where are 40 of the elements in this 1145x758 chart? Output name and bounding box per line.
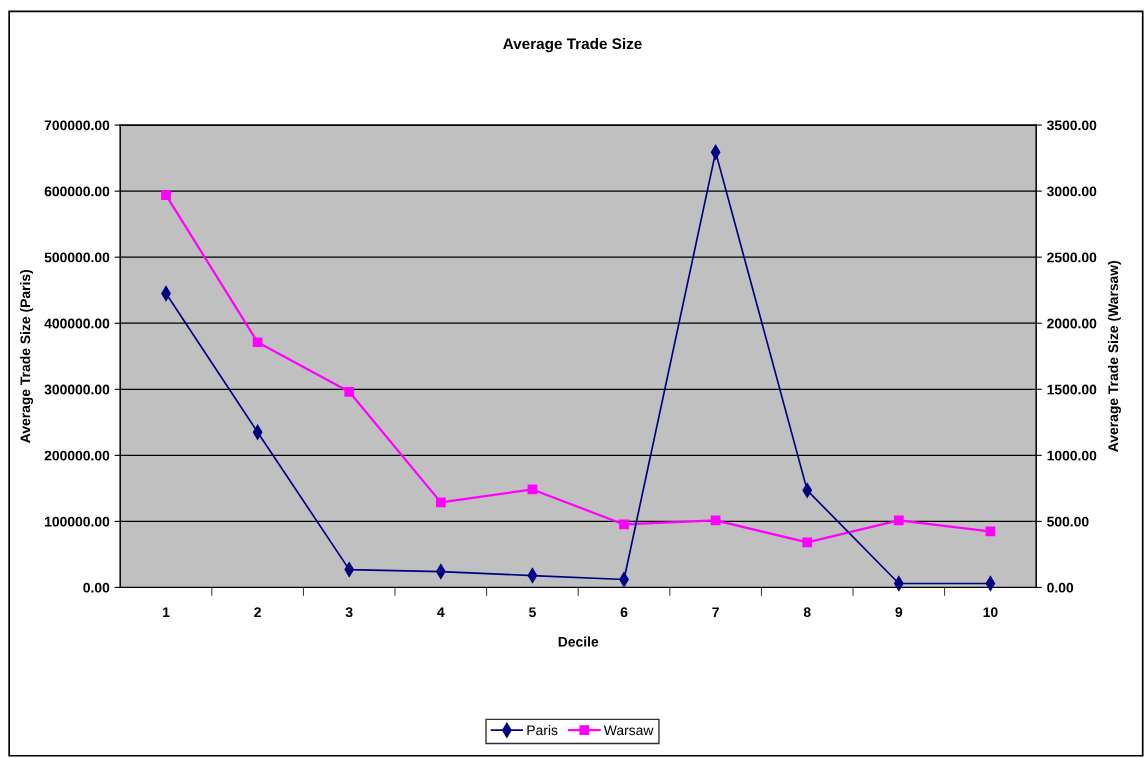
y-tick-label: 700000.00 bbox=[44, 120, 110, 131]
y-tick-label: 400000.00 bbox=[44, 318, 110, 329]
y-tick-label: 600000.00 bbox=[44, 186, 110, 197]
y2-tick-label: 1000.00 bbox=[1047, 450, 1097, 461]
point bbox=[344, 386, 355, 397]
legend-label: Warsaw bbox=[603, 725, 654, 736]
y2-tick-label: 1500.00 bbox=[1047, 384, 1097, 395]
chart-title: Average Trade Size bbox=[503, 37, 642, 53]
y2-tick-label: 0.00 bbox=[1047, 582, 1074, 593]
y2-tick-label: 500.00 bbox=[1047, 516, 1089, 527]
y2-axis-title: Average Trade Size (Warsaw) bbox=[1107, 260, 1121, 452]
point bbox=[252, 337, 263, 348]
x-tick-label: 7 bbox=[712, 607, 719, 617]
point bbox=[893, 515, 904, 526]
y-tick-label: 300000.00 bbox=[44, 384, 110, 395]
point bbox=[161, 190, 171, 200]
x-tick-label: 9 bbox=[895, 607, 903, 618]
x-tick-label: 2 bbox=[254, 607, 261, 617]
y2-tick-label: 2000.00 bbox=[1047, 318, 1097, 329]
legend-label: Paris bbox=[527, 724, 558, 736]
x-tick-label: 10 bbox=[983, 607, 998, 618]
point bbox=[802, 537, 813, 548]
x-tick-label: 8 bbox=[803, 607, 811, 618]
y2-tick-label: 2500.00 bbox=[1047, 252, 1097, 263]
y2-tick-label: 3500.00 bbox=[1046, 120, 1097, 131]
x-tick-label: 6 bbox=[620, 607, 628, 618]
y-axis-title: Average Trade Size (Paris) bbox=[20, 269, 34, 443]
x-tick-label: 4 bbox=[437, 607, 445, 617]
x-tick-label: 5 bbox=[528, 607, 536, 618]
x-tick-label: 1 bbox=[163, 607, 170, 617]
point bbox=[619, 519, 629, 530]
point bbox=[710, 515, 721, 526]
y-tick-label: 100000.00 bbox=[45, 516, 110, 527]
point bbox=[435, 497, 446, 508]
y2-tick-label: 3000.00 bbox=[1046, 186, 1097, 197]
y-tick-label: 200000.00 bbox=[44, 450, 110, 461]
x-tick-label: 3 bbox=[345, 607, 353, 618]
x-axis-title: Decile bbox=[558, 636, 599, 647]
y-tick-label: 0.00 bbox=[83, 582, 110, 593]
y-tick-label: 500000.00 bbox=[44, 252, 110, 263]
